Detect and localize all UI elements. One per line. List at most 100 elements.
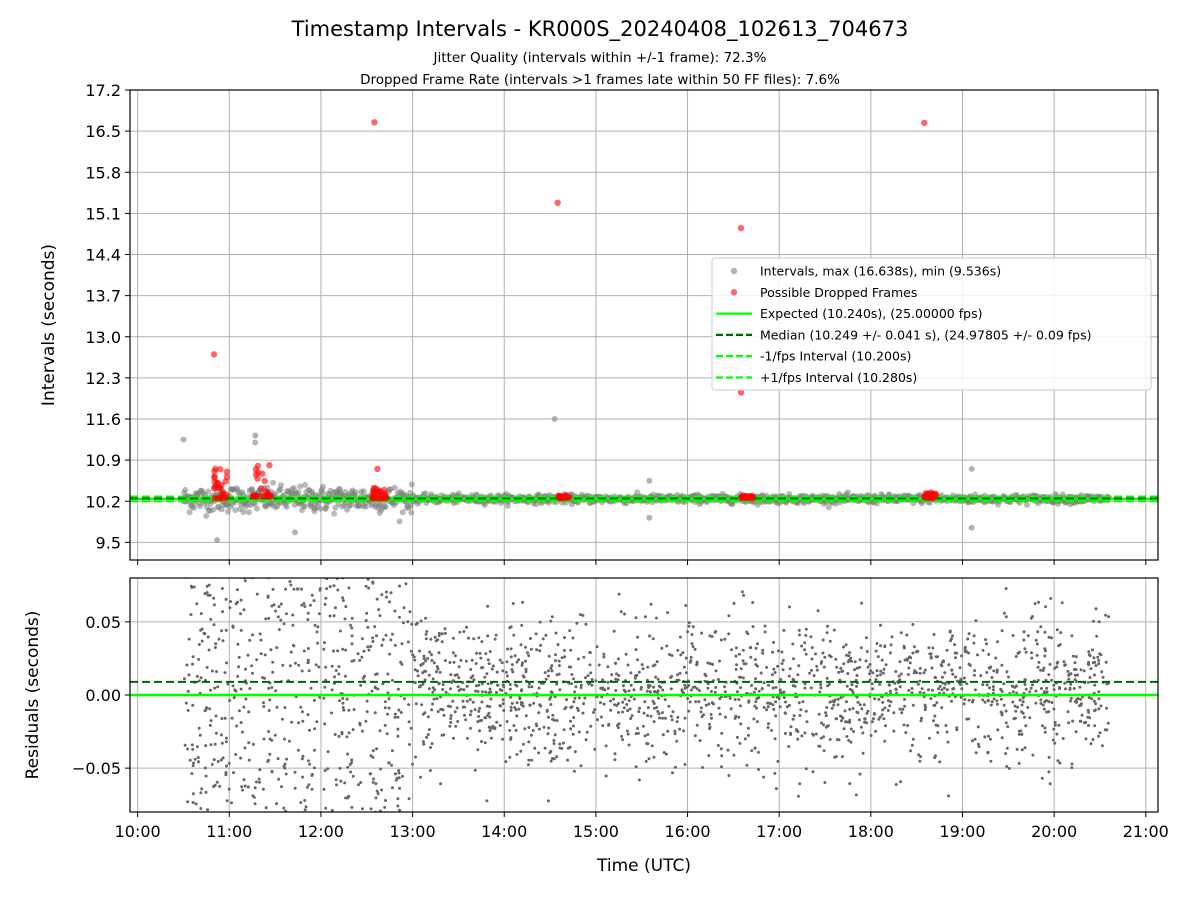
residual-point	[280, 785, 283, 789]
residual-point	[945, 688, 949, 692]
residual-point	[566, 746, 570, 750]
residual-point	[463, 713, 466, 717]
residual-point	[236, 674, 240, 678]
residual-point	[836, 703, 840, 707]
residual-point	[407, 703, 411, 707]
residual-point	[512, 633, 516, 637]
dropped-frame-point	[750, 494, 757, 501]
residual-point	[472, 678, 476, 682]
residual-point	[927, 736, 931, 740]
residual-point	[589, 724, 593, 728]
residual-point	[875, 674, 879, 678]
residual-point	[213, 783, 217, 787]
residual-point	[754, 700, 758, 704]
residual-point	[906, 657, 910, 661]
residual-point	[512, 724, 516, 728]
residual-point	[662, 751, 666, 754]
residual-point	[279, 602, 283, 606]
residual-point	[308, 603, 312, 607]
residual-point	[213, 742, 217, 746]
residual-point	[292, 643, 295, 647]
residual-point	[796, 737, 800, 741]
residual-point	[377, 608, 381, 612]
residual-point	[1087, 710, 1091, 714]
residual-point	[569, 719, 572, 723]
residual-point	[436, 638, 440, 642]
residual-point	[569, 706, 573, 710]
residual-point	[477, 636, 481, 640]
residual-point	[371, 755, 375, 759]
residual-point	[367, 648, 371, 652]
residual-point	[330, 664, 334, 668]
residual-point	[1016, 705, 1020, 709]
residual-point	[388, 600, 391, 604]
residual-point	[766, 726, 770, 729]
residual-point	[402, 606, 406, 610]
residual-point	[396, 715, 400, 719]
residual-point	[375, 597, 379, 601]
residual-point	[330, 688, 334, 692]
residual-point	[487, 691, 491, 695]
residual-point	[396, 797, 400, 801]
residual-point	[809, 635, 813, 639]
y-tick-label: 13.7	[85, 287, 121, 306]
residual-point	[555, 682, 559, 686]
residual-point	[313, 748, 316, 752]
residual-point	[1091, 648, 1094, 652]
residual-point	[424, 659, 428, 663]
residual-point	[350, 758, 354, 762]
residual-point	[911, 651, 915, 655]
y-tick-label: 0.05	[85, 613, 121, 632]
residual-point	[264, 806, 268, 810]
residual-point	[436, 667, 440, 671]
residual-point	[510, 668, 514, 672]
residual-point	[796, 673, 800, 677]
residual-point	[617, 674, 621, 677]
residual-point	[1093, 683, 1097, 687]
residual-point	[988, 686, 992, 690]
residual-point	[465, 625, 468, 629]
residual-point	[488, 705, 492, 709]
residual-point	[879, 673, 882, 677]
residual-point	[853, 668, 856, 672]
residual-point	[977, 745, 981, 749]
residual-point	[657, 684, 661, 688]
residual-point	[627, 743, 631, 747]
residual-point	[809, 686, 813, 690]
residual-point	[837, 738, 841, 742]
residual-point	[197, 760, 200, 764]
residual-point	[723, 690, 727, 694]
residual-point	[965, 682, 969, 686]
y-tick-label: 14.4	[85, 246, 121, 265]
residual-point	[863, 717, 867, 721]
residual-point	[457, 665, 461, 669]
residual-point	[543, 671, 547, 675]
residual-point	[547, 654, 551, 658]
residual-point	[562, 728, 566, 732]
residual-point	[756, 664, 759, 668]
residual-point	[471, 700, 475, 704]
residual-point	[335, 783, 338, 787]
residual-point	[636, 731, 640, 735]
residual-point	[194, 802, 198, 806]
residual-point	[601, 724, 605, 728]
residual-point	[714, 669, 718, 673]
residual-point	[490, 726, 494, 730]
residual-point	[431, 690, 435, 694]
residual-point	[586, 674, 590, 678]
residual-point	[375, 634, 378, 638]
residual-point	[257, 777, 261, 781]
residual-point	[216, 685, 220, 689]
residual-point	[729, 707, 733, 711]
residual-point	[521, 600, 525, 604]
residual-point	[1068, 686, 1072, 690]
interval-point	[186, 509, 193, 516]
residual-point	[627, 689, 631, 693]
residual-point	[910, 743, 914, 747]
residual-point	[424, 632, 428, 636]
residual-point	[851, 707, 855, 710]
residual-point	[579, 683, 583, 687]
residual-point	[224, 736, 228, 740]
residual-point	[613, 703, 617, 707]
residual-point	[972, 673, 976, 677]
